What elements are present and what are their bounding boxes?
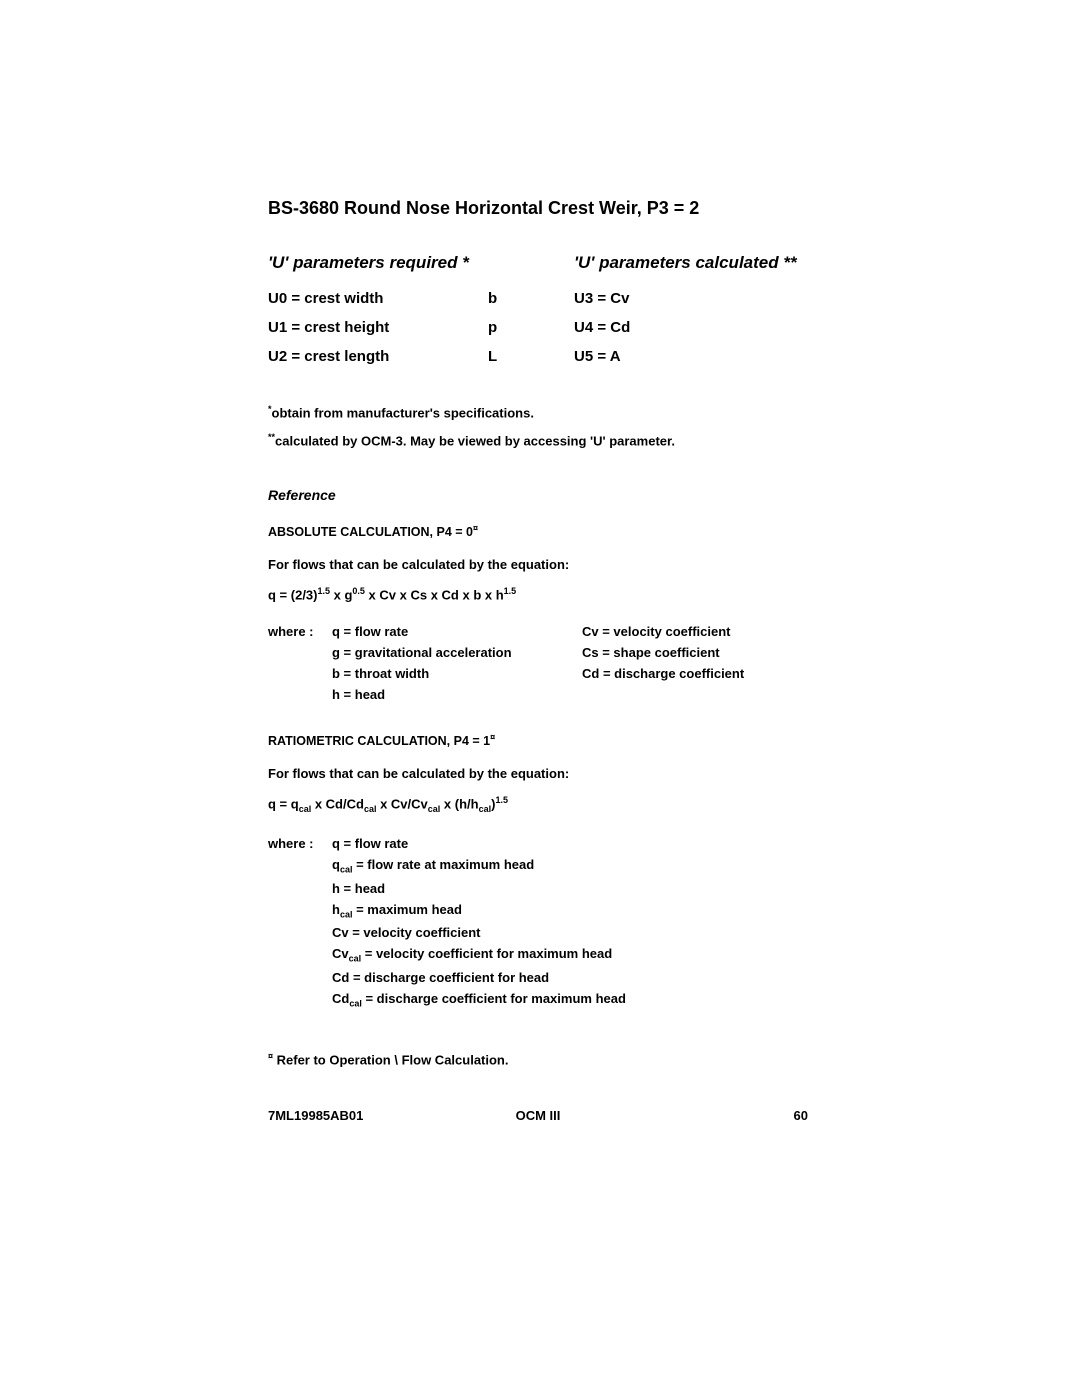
absolute-where: where : q = flow rate g = gravitational … xyxy=(268,624,828,708)
param-row: U2 = crest length L U5 = A xyxy=(268,349,828,364)
where-item: Cv = velocity coefficient xyxy=(582,624,828,639)
param-headers: 'U' parameters required * 'U' parameters… xyxy=(268,253,828,273)
footnote-text: calculated by OCM-3. May be viewed by ac… xyxy=(275,434,675,449)
footnote-text: obtain from manufacturer's specification… xyxy=(272,405,534,420)
where-item: h = head xyxy=(332,687,582,702)
refer-text: Refer to Operation \ Flow Calculation. xyxy=(273,1052,508,1067)
where-columns: q = flow rate g = gravitational accelera… xyxy=(332,624,828,708)
param-left: U2 = crest length xyxy=(268,349,488,364)
where-single-column: q = flow rate qcal = flow rate at maximu… xyxy=(332,836,828,1014)
param-left: U1 = crest height xyxy=(268,320,488,335)
refer-footnote: ¤ Refer to Operation \ Flow Calculation. xyxy=(268,1051,828,1067)
where-item: b = throat width xyxy=(332,666,582,681)
where-item: Cs = shape coefficient xyxy=(582,645,828,660)
footnote-double-star: **calculated by OCM-3. May be viewed by … xyxy=(268,432,828,448)
reference-heading: Reference xyxy=(268,487,828,503)
where-label: where : xyxy=(268,836,332,1014)
required-header: 'U' parameters required * xyxy=(268,253,574,273)
page-title: BS-3680 Round Nose Horizontal Crest Weir… xyxy=(268,198,828,219)
where-item: hcal = maximum head xyxy=(332,902,828,920)
absolute-equation: q = (2/3)1.5 x g0.5 x Cv x Cs x Cd x b x… xyxy=(268,586,828,602)
where-item: Cd = discharge coefficient xyxy=(582,666,828,681)
where-item: Cdcal = discharge coefficient for maximu… xyxy=(332,991,828,1009)
param-symbol: b xyxy=(488,291,574,306)
param-row: U1 = crest height p U4 = Cd xyxy=(268,320,828,335)
where-item: Cvcal = velocity coefficient for maximum… xyxy=(332,946,828,964)
param-right: U4 = Cd xyxy=(574,320,630,335)
param-symbol: L xyxy=(488,349,574,364)
ratio-calc-prefix: RATIOMETRIC CALCULATION, P4 = 1 xyxy=(268,734,490,748)
where-item: h = head xyxy=(332,881,828,896)
footnote-single-star: *obtain from manufacturer's specificatio… xyxy=(268,404,828,420)
absolute-intro: For flows that can be calculated by the … xyxy=(268,557,828,572)
where-item: q = flow rate xyxy=(332,836,828,851)
where-label: where : xyxy=(268,624,332,708)
page: BS-3680 Round Nose Horizontal Crest Weir… xyxy=(0,0,1080,1397)
ratio-intro: For flows that can be calculated by the … xyxy=(268,766,828,781)
square-symbol: ¤ xyxy=(490,732,495,742)
where-item: Cv = velocity coefficient xyxy=(332,925,828,940)
param-table: U0 = crest width b U3 = Cv U1 = crest he… xyxy=(268,291,828,364)
absolute-calc-prefix: ABSOLUTE CALCULATION, P4 = 0 xyxy=(268,525,473,539)
absolute-calc-title: ABSOLUTE CALCULATION, P4 = 0¤ xyxy=(268,523,828,539)
param-right: U5 = A xyxy=(574,349,621,364)
param-left: U0 = crest width xyxy=(268,291,488,306)
ratio-equation: q = qcal x Cd/Cdcal x Cv/Cvcal x (h/hcal… xyxy=(268,795,828,814)
param-row: U0 = crest width b U3 = Cv xyxy=(268,291,828,306)
double-star-icon: ** xyxy=(268,432,275,442)
ratio-where: where : q = flow rate qcal = flow rate a… xyxy=(268,836,828,1014)
where-item: Cd = discharge coefficient for head xyxy=(332,970,828,985)
footer-center: OCM III xyxy=(516,1108,561,1123)
footer-right: 60 xyxy=(794,1108,808,1123)
footer-left: 7ML19985AB01 xyxy=(268,1108,363,1123)
calculated-header: 'U' parameters calculated ** xyxy=(574,253,797,273)
square-symbol: ¤ xyxy=(473,523,478,533)
param-right: U3 = Cv xyxy=(574,291,629,306)
where-col-right: Cv = velocity coefficient Cs = shape coe… xyxy=(582,624,828,708)
where-item: g = gravitational acceleration xyxy=(332,645,582,660)
where-col-left: q = flow rate g = gravitational accelera… xyxy=(332,624,582,708)
page-footer: 7ML19985AB01 OCM III 60 xyxy=(268,1108,808,1123)
content-block: BS-3680 Round Nose Horizontal Crest Weir… xyxy=(268,198,828,1067)
where-item: q = flow rate xyxy=(332,624,582,639)
ratio-calc-title: RATIOMETRIC CALCULATION, P4 = 1¤ xyxy=(268,732,828,748)
param-symbol: p xyxy=(488,320,574,335)
where-item: qcal = flow rate at maximum head xyxy=(332,857,828,875)
